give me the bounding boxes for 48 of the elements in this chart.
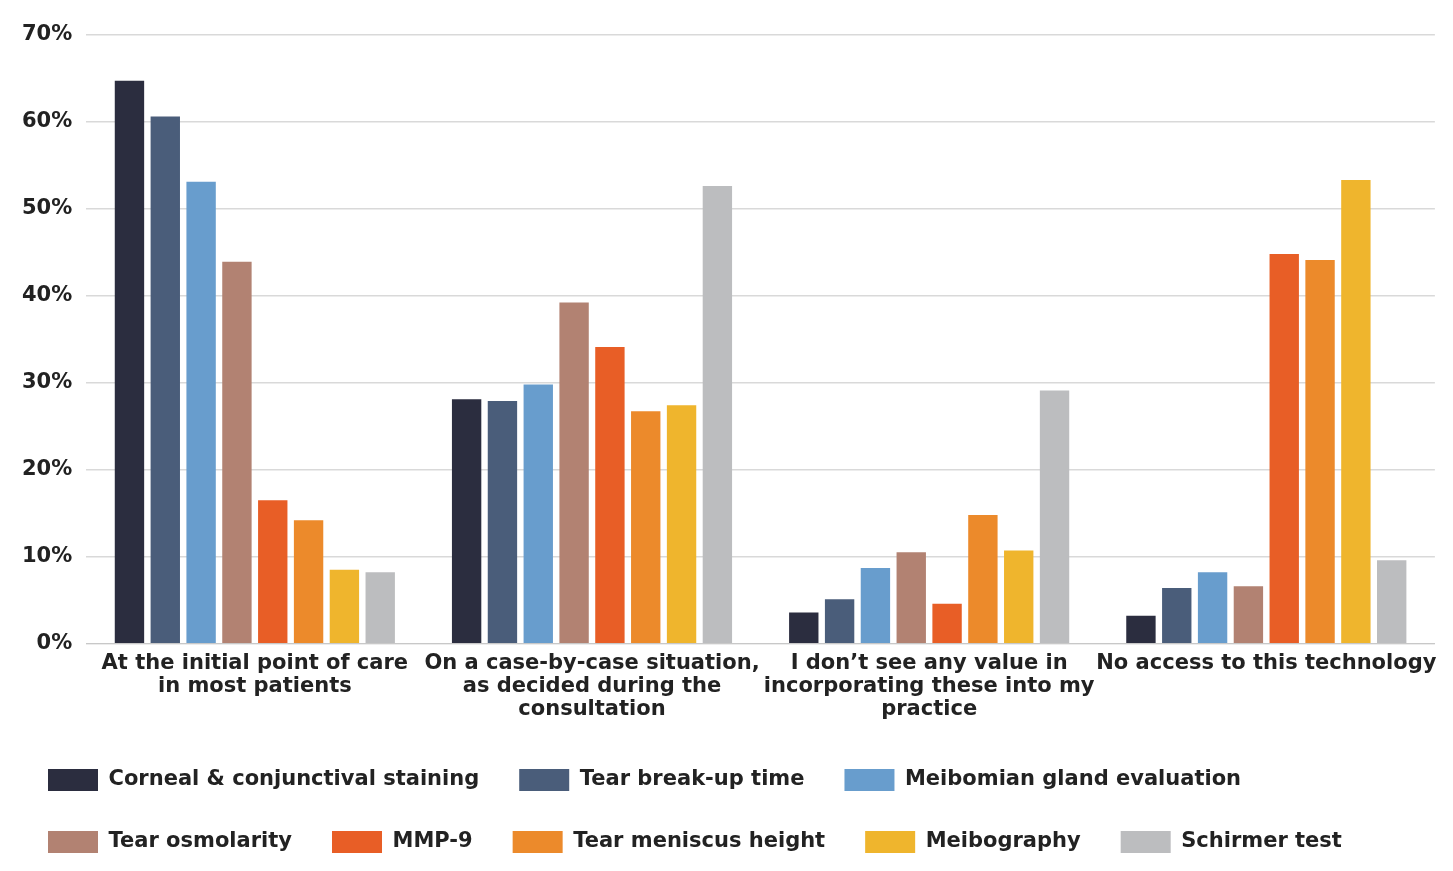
bar	[1126, 615, 1156, 643]
bar	[932, 603, 962, 643]
legend-label: Meibomian gland evaluation	[904, 766, 1242, 791]
bar	[1233, 586, 1264, 643]
x-tick-label: I don’t see any value in incorporating these into my practice	[763, 649, 1095, 720]
bar	[1305, 259, 1335, 643]
legend-label: Tear meniscus height	[573, 828, 826, 853]
bar	[595, 346, 625, 643]
bar	[559, 302, 589, 643]
bar	[186, 181, 216, 643]
bar	[789, 612, 819, 643]
legend-label: Tear osmolarity	[108, 828, 293, 853]
bar	[1197, 572, 1228, 643]
bar	[968, 514, 998, 643]
x-tick-label: On a case-by-case situation, as decided during the consultation	[424, 649, 760, 720]
legend-label: Meibography	[925, 828, 1081, 853]
bar	[666, 405, 697, 643]
bar	[150, 116, 180, 643]
bar	[824, 599, 855, 643]
bar	[222, 261, 252, 643]
y-tick-label: 60%	[22, 108, 73, 133]
bar	[451, 399, 482, 643]
bar	[631, 411, 661, 643]
y-tick-label: 10%	[22, 543, 73, 568]
y-tick-label: 20%	[22, 456, 73, 481]
legend-label: Corneal & conjunctival staining	[108, 766, 480, 791]
y-tick-label: 40%	[22, 282, 73, 307]
legend-label: MMP-9	[392, 828, 473, 853]
y-tick-label: 30%	[22, 369, 73, 394]
y-tick-label: 70%	[22, 21, 73, 46]
legend-label: Tear break-up time	[579, 766, 805, 791]
bar	[1162, 588, 1192, 643]
y-tick-label: 0%	[36, 630, 73, 655]
bar	[523, 384, 553, 643]
bar	[1269, 253, 1299, 643]
legend-label: Schirmer test	[1181, 828, 1342, 853]
bar	[293, 520, 324, 643]
bar	[1004, 550, 1034, 643]
x-tick-label: No access to this technology	[1096, 649, 1437, 674]
bar	[860, 568, 891, 643]
bar	[487, 400, 518, 643]
y-tick-label: 50%	[22, 195, 73, 220]
bar	[258, 500, 288, 643]
bar	[114, 80, 145, 643]
bar	[896, 552, 926, 643]
bar	[329, 569, 360, 643]
bar	[1341, 179, 1371, 643]
x-tick-label: At the initial point of care in most patients	[101, 649, 409, 697]
